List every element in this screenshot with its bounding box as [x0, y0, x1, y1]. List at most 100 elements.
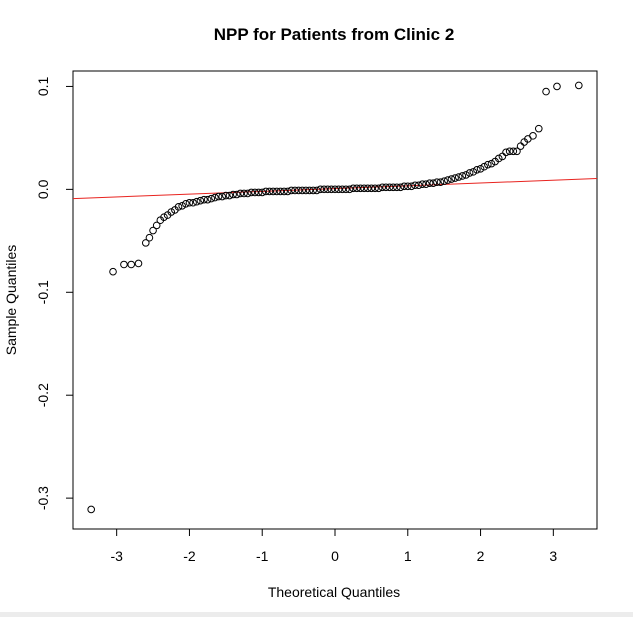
x-tick-label: -3	[110, 548, 123, 564]
data-point	[313, 186, 321, 195]
data-point	[484, 160, 492, 169]
data-point	[425, 179, 434, 187]
data-point	[454, 173, 463, 181]
data-point	[553, 82, 561, 91]
data-point	[149, 226, 157, 235]
data-point	[414, 181, 423, 190]
data-point	[363, 184, 372, 193]
data-point	[385, 183, 394, 192]
data-point	[403, 182, 412, 191]
data-point	[302, 186, 310, 195]
window-bottom-edge	[0, 612, 633, 617]
data-point	[422, 180, 430, 189]
data-point	[145, 233, 154, 242]
data-point	[436, 178, 445, 186]
data-point	[353, 184, 361, 193]
data-point	[320, 185, 328, 194]
data-point	[305, 186, 314, 195]
data-point	[575, 81, 583, 90]
data-point	[487, 159, 496, 168]
data-point	[189, 198, 197, 207]
data-point	[476, 164, 485, 173]
data-point	[240, 189, 248, 198]
data-point	[334, 185, 343, 194]
data-point	[331, 185, 339, 194]
data-point	[109, 267, 117, 276]
data-point	[247, 188, 256, 197]
data-point	[269, 187, 277, 196]
data-point	[236, 189, 245, 198]
data-point	[509, 147, 518, 156]
data-point	[513, 147, 521, 156]
data-point	[534, 124, 543, 133]
data-point	[218, 192, 226, 201]
x-tick-label: 1	[404, 548, 412, 564]
y-tick-label: 0.0	[35, 179, 51, 199]
data-point	[342, 185, 350, 194]
data-point	[371, 184, 379, 193]
data-point	[345, 185, 354, 194]
data-point	[440, 177, 448, 185]
data-point	[243, 189, 252, 198]
data-point	[265, 187, 274, 196]
data-point	[323, 185, 332, 194]
data-point	[447, 175, 456, 183]
data-point	[276, 187, 285, 196]
data-point	[400, 182, 408, 191]
data-point	[87, 505, 95, 514]
data-point	[298, 186, 307, 195]
data-point	[338, 185, 347, 194]
data-point	[327, 185, 336, 194]
data-point	[429, 179, 438, 187]
data-point	[203, 195, 212, 204]
y-tick-label: -0.3	[35, 486, 51, 510]
data-point	[207, 194, 216, 203]
chart-title: NPP for Patients from Clinic 2	[214, 25, 455, 44]
data-point	[283, 187, 292, 196]
data-point	[309, 186, 317, 195]
x-tick-label: 0	[331, 548, 339, 564]
x-tick-label: 2	[477, 548, 485, 564]
data-point	[480, 162, 488, 171]
data-point	[516, 142, 525, 150]
data-point	[280, 187, 288, 196]
data-point	[120, 260, 128, 269]
data-point	[396, 183, 405, 192]
data-point	[192, 197, 201, 206]
data-point	[367, 184, 376, 193]
data-point	[465, 169, 474, 177]
data-point	[182, 199, 190, 208]
data-point	[494, 154, 503, 163]
data-point	[185, 198, 194, 207]
data-point	[200, 195, 208, 204]
data-point	[473, 166, 481, 174]
data-point	[451, 174, 459, 182]
data-point	[294, 186, 303, 195]
data-point	[418, 180, 427, 189]
x-tick-label: -2	[183, 548, 196, 564]
data-point	[356, 184, 365, 193]
data-point	[229, 190, 237, 199]
data-point	[178, 202, 186, 210]
x-tick-label: 3	[549, 548, 557, 564]
data-point	[258, 188, 267, 197]
data-point	[382, 183, 390, 192]
data-point	[407, 182, 416, 191]
plot-frame	[72, 70, 598, 530]
data-point	[160, 213, 168, 221]
data-point	[262, 187, 270, 196]
data-point	[134, 259, 143, 268]
data-point	[469, 168, 478, 176]
data-point	[360, 184, 368, 193]
y-tick-label: 0.1	[35, 76, 51, 96]
data-point	[287, 186, 296, 195]
data-point	[254, 188, 263, 197]
data-point	[374, 184, 383, 193]
data-point	[211, 193, 219, 202]
data-point	[349, 184, 357, 193]
data-point	[444, 176, 452, 184]
data-point	[505, 147, 514, 156]
data-point	[196, 196, 205, 205]
x-tick-label: -1	[256, 548, 269, 564]
